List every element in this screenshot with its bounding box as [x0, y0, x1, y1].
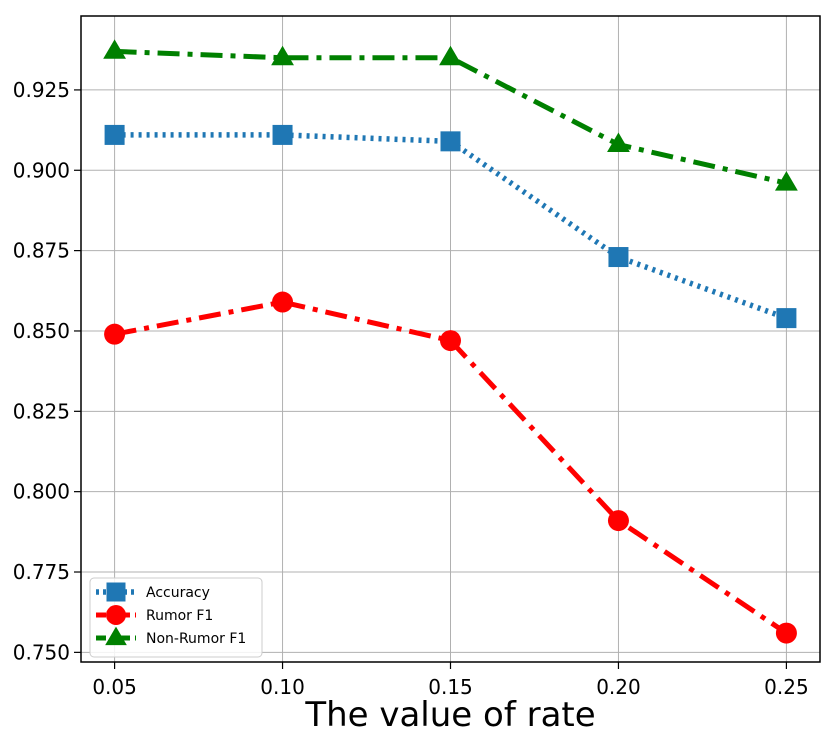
- series-accuracy: [104, 124, 797, 329]
- legend-item-accuracy: Accuracy: [96, 582, 210, 602]
- y-tick-label: 0.800: [13, 480, 70, 504]
- x-tick-label: 0.15: [428, 675, 473, 699]
- x-tick-label: 0.20: [596, 675, 641, 699]
- series-non-rumor-f1: [103, 39, 798, 191]
- legend-marker-non-rumor-f1: [105, 626, 127, 646]
- y-tick-label: 0.775: [13, 560, 70, 584]
- legend-label-rumor-f1: Rumor F1: [146, 608, 213, 624]
- series-line-rumor-f1: [114, 299, 788, 636]
- legend-label-non-rumor-f1: Non-Rumor F1: [146, 631, 246, 647]
- y-tick-label: 0.900: [13, 158, 70, 182]
- data-point-rumor-f1: [607, 510, 629, 532]
- data-point-non-rumor-f1: [439, 45, 462, 66]
- legend: Accuracy Rumor F1 Non-Rumor F1: [89, 577, 263, 658]
- series-layer: [103, 39, 798, 644]
- y-axis: 0.750 0.775 0.800 0.825 0.850 0.875 0.900 0.925: [13, 78, 81, 664]
- data-point-rumor-f1: [775, 622, 797, 644]
- data-point-rumor-f1: [440, 330, 461, 352]
- series-rumor-f1: [104, 291, 797, 644]
- data-point-accuracy: [608, 247, 629, 268]
- legend-marker-accuracy: [106, 582, 126, 602]
- legend-marker-rumor-f1: [106, 605, 126, 625]
- data-point-accuracy: [104, 124, 125, 145]
- x-axis-title: The value of rate: [304, 695, 595, 735]
- x-tick-label: 0.05: [92, 675, 137, 699]
- y-tick-label: 0.825: [13, 399, 70, 423]
- x-tick-label: 0.25: [764, 675, 809, 699]
- legend-item-non-rumor-f1: Non-Rumor F1: [96, 626, 246, 647]
- data-point-non-rumor-f1: [271, 45, 294, 66]
- data-point-non-rumor-f1: [103, 39, 126, 59]
- y-tick-label: 0.750: [13, 640, 70, 664]
- x-axis: 0.05 0.10 0.15 0.20 0.25: [92, 662, 809, 699]
- data-point-non-rumor-f1: [775, 171, 798, 191]
- data-point-accuracy: [776, 308, 797, 329]
- y-tick-label: 0.850: [13, 319, 70, 343]
- data-point-accuracy: [440, 131, 461, 152]
- legend-label-accuracy: Accuracy: [146, 585, 210, 601]
- data-point-accuracy: [272, 124, 293, 145]
- data-point-rumor-f1: [272, 291, 294, 313]
- y-tick-label: 0.875: [13, 239, 70, 263]
- legend-item-rumor-f1: Rumor F1: [96, 605, 213, 625]
- legend-box: [89, 577, 263, 658]
- data-point-rumor-f1: [104, 323, 126, 345]
- data-point-non-rumor-f1: [607, 132, 630, 152]
- y-tick-label: 0.925: [13, 78, 70, 102]
- x-tick-label: 0.10: [260, 675, 305, 699]
